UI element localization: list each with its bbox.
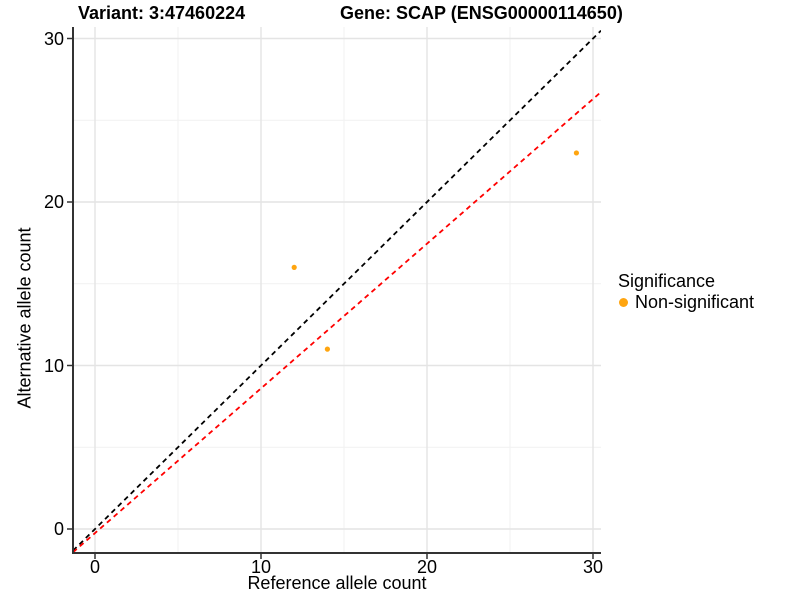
y-tick-label: 20	[43, 192, 64, 212]
x-tick-label: 20	[416, 557, 438, 577]
legend-item: Non-significant	[618, 292, 754, 313]
legend: Significance Non-significant	[618, 271, 754, 313]
legend-item-label: Non-significant	[635, 292, 755, 312]
x-axis-title: Reference allele count	[247, 573, 427, 593]
legend-point-swatch	[619, 298, 628, 307]
x-tick-label: 0	[89, 557, 101, 577]
x-tick-label: 10	[250, 557, 272, 577]
legend-title: Significance	[618, 271, 716, 291]
plot-title-gene: Gene: SCAP (ENSG00000114650)	[340, 3, 623, 23]
y-tick-label: 0	[53, 519, 64, 539]
x-tick-label: 30	[582, 557, 604, 577]
y-axis-title: Alternative allele count	[14, 227, 35, 409]
plot-title-variant: Variant: 3:47460224	[78, 3, 246, 23]
y-tick-label: 30	[43, 28, 64, 49]
y-tick-label: 10	[43, 355, 64, 376]
